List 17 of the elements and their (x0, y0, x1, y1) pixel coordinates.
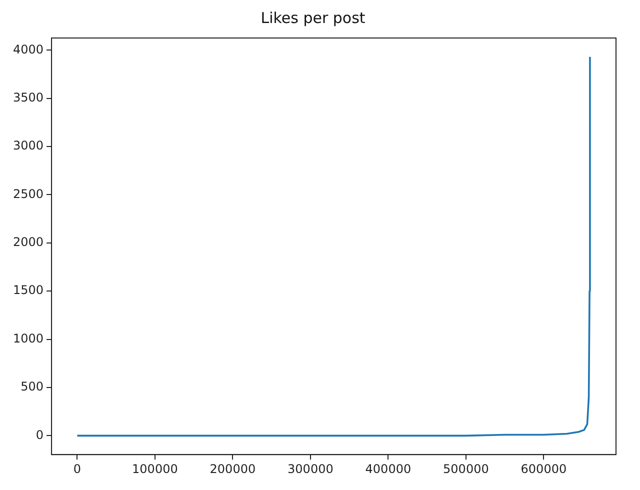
x-tick-label: 500000 (443, 462, 489, 476)
y-tick-label: 0 (36, 428, 44, 442)
x-tick-label: 0 (73, 462, 82, 476)
y-tick-label: 1500 (12, 283, 44, 298)
x-tick-label: 400000 (365, 462, 412, 476)
y-tick-label: 3500 (12, 90, 44, 104)
x-tick-label: 100000 (132, 462, 178, 476)
y-tick-label: 3000 (12, 138, 44, 153)
x-tick-label: 600000 (520, 462, 567, 476)
y-tick-label: 2000 (12, 235, 44, 250)
y-tick-label: 500 (20, 380, 44, 394)
y-tick-label: 4000 (12, 42, 44, 56)
y-tick-label: 2500 (12, 186, 44, 201)
x-tick-label: 300000 (288, 462, 334, 476)
chart-title: Likes per post (260, 8, 366, 27)
x-tick-label: 200000 (210, 462, 256, 476)
y-tick-label: 1000 (12, 331, 44, 346)
